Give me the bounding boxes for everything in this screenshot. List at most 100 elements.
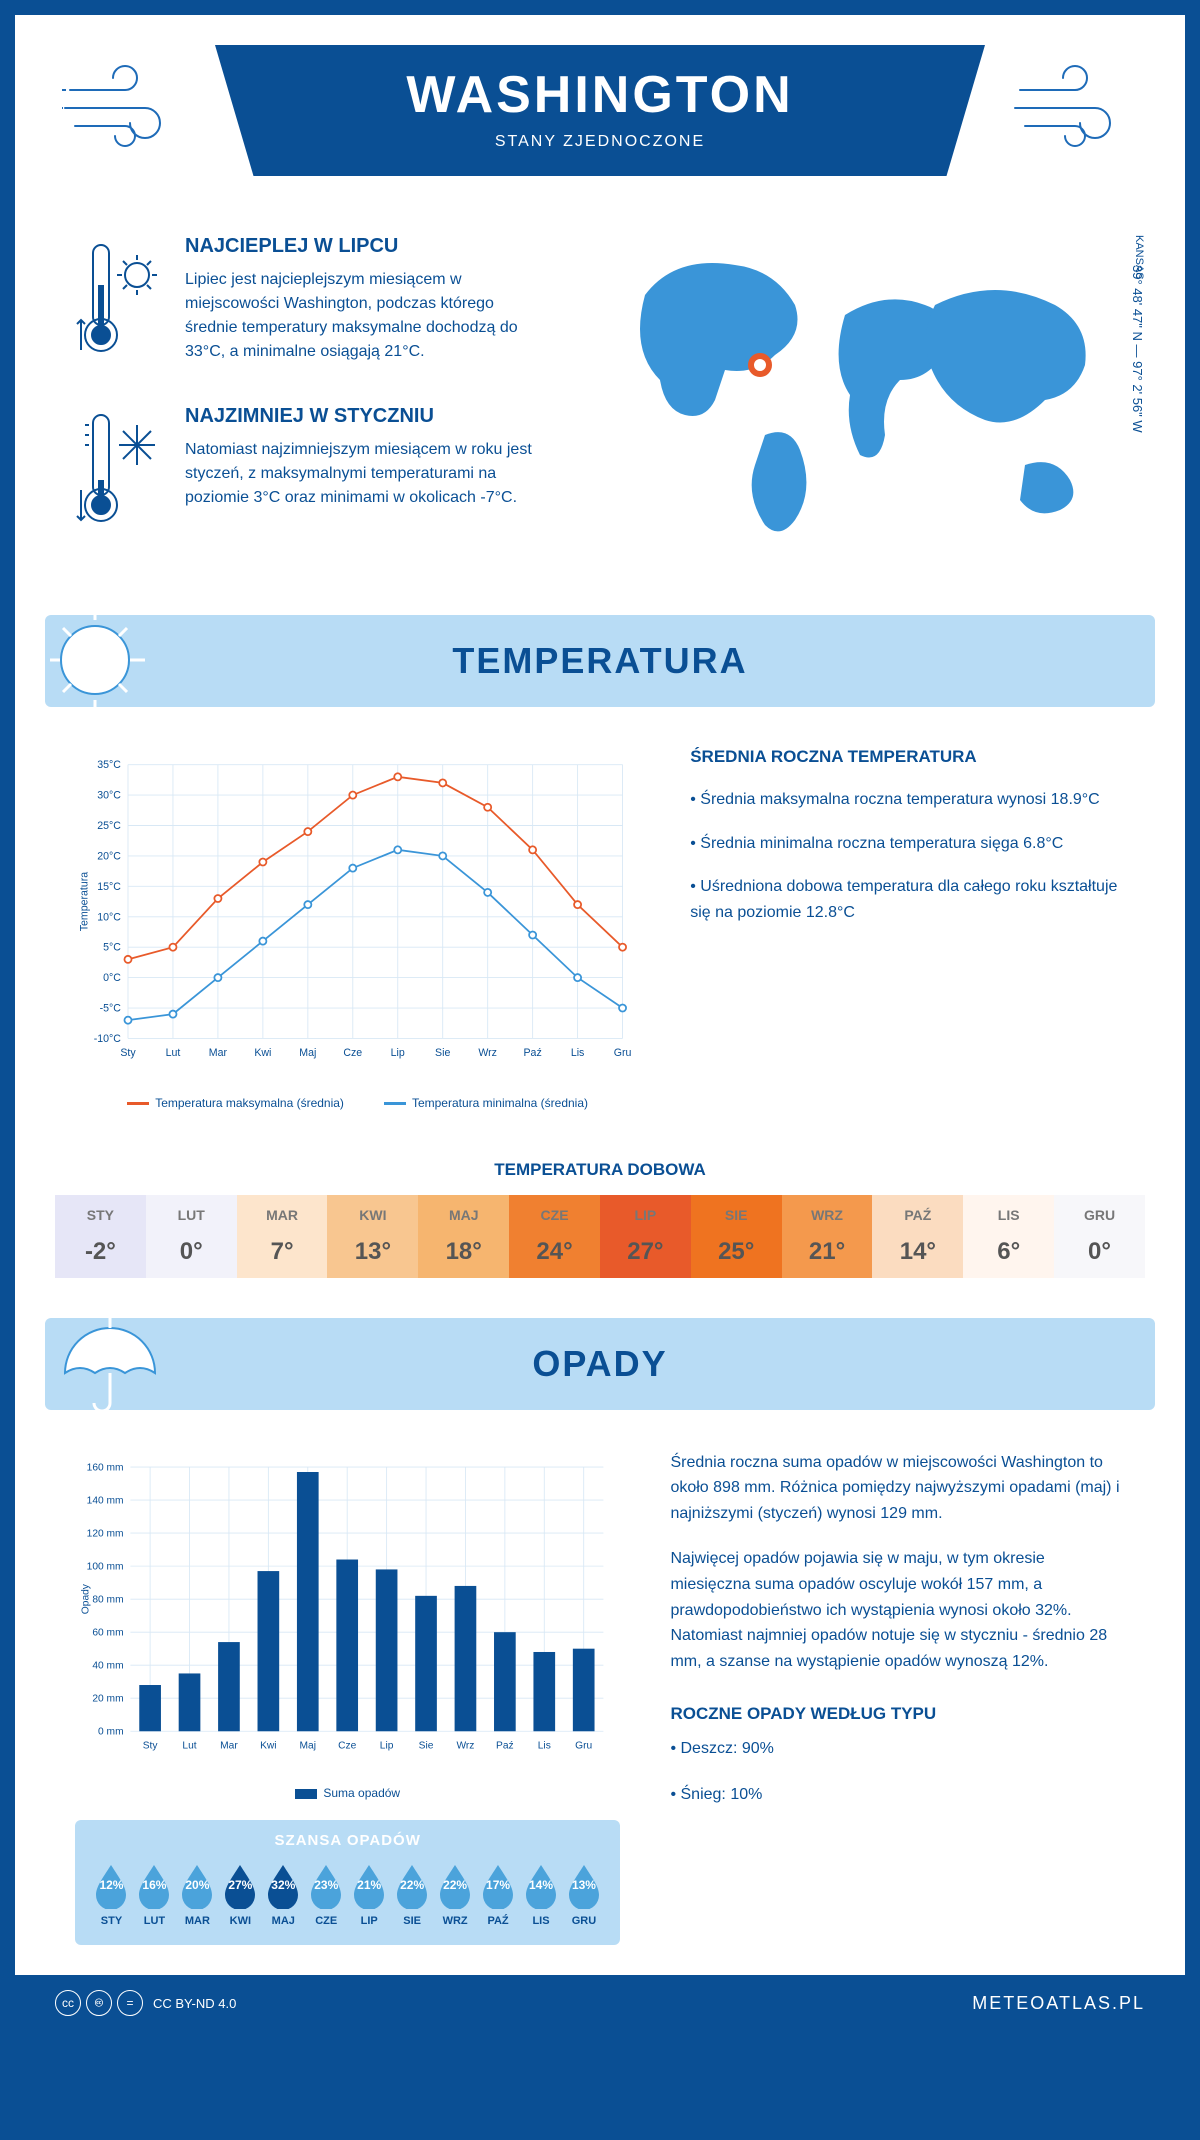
svg-text:Paź: Paź	[524, 1047, 542, 1059]
svg-text:Lis: Lis	[538, 1740, 551, 1751]
section-title: TEMPERATURA	[45, 640, 1155, 682]
month-label: LIP	[600, 1207, 691, 1223]
svg-text:Mar: Mar	[220, 1740, 238, 1751]
month-value: 0°	[146, 1238, 237, 1266]
chance-value: 32%	[271, 1878, 295, 1892]
chance-value: 22%	[443, 1878, 467, 1892]
footer: cc🅭= CC BY-ND 4.0 METEOATLAS.PL	[15, 1975, 1185, 2031]
chance-value: 21%	[357, 1878, 381, 1892]
svg-text:0°C: 0°C	[103, 972, 121, 984]
month-label: WRZ	[782, 1207, 873, 1223]
svg-text:Wrz: Wrz	[456, 1740, 474, 1751]
chance-drop: 27% KWI	[219, 1861, 262, 1927]
svg-text:20°C: 20°C	[97, 850, 121, 862]
chance-drop: 17%PAŹ	[477, 1861, 520, 1927]
thermometer-hot-icon	[75, 235, 165, 370]
chance-month: STY	[90, 1915, 133, 1927]
world-map-block: KANSAS 39° 48' 47" N — 97° 2' 56" W	[585, 235, 1125, 575]
precipitation-text: Średnia roczna suma opadów w miejscowośc…	[670, 1450, 1125, 1946]
temp-month-cell: LIP 27°	[600, 1195, 691, 1278]
stat-bullet: • Średnia maksymalna roczna temperatura …	[690, 787, 1125, 813]
month-value: 18°	[418, 1238, 509, 1266]
page-title: WASHINGTON	[255, 65, 945, 125]
temp-month-cell: LIS6°	[963, 1195, 1054, 1278]
chance-month: KWI	[219, 1915, 262, 1927]
chance-drop: 22%WRZ	[434, 1861, 477, 1927]
temp-month-cell: GRU0°	[1054, 1195, 1145, 1278]
month-label: LIS	[963, 1207, 1054, 1223]
chance-month: MAR	[176, 1915, 219, 1927]
svg-text:Mar: Mar	[209, 1047, 228, 1059]
intro-text: Natomiast najzimniejszym miesiącem w rok…	[185, 438, 545, 510]
chance-month: LUT	[133, 1915, 176, 1927]
temp-month-cell: SIE 25°	[691, 1195, 782, 1278]
intro-title: NAJZIMNIEJ W STYCZNIU	[185, 405, 545, 428]
svg-text:120 mm: 120 mm	[87, 1528, 124, 1539]
svg-text:Lut: Lut	[182, 1740, 196, 1751]
intro-section: NAJCIEPLEJ W LIPCU Lipiec jest najcieple…	[15, 215, 1185, 615]
chance-drop: 23%CZE	[305, 1861, 348, 1927]
month-label: CZE	[509, 1207, 600, 1223]
temperature-chart: -10°C-5°C0°C5°C10°C15°C20°C25°C30°C35°CS…	[75, 747, 640, 1110]
temp-month-cell: MAR7°	[237, 1195, 328, 1278]
chance-value: 22%	[400, 1878, 424, 1892]
month-label: SIE	[691, 1207, 782, 1223]
month-value: 27°	[600, 1238, 691, 1266]
svg-text:Kwi: Kwi	[254, 1047, 271, 1059]
svg-text:Lis: Lis	[571, 1047, 585, 1059]
title-banner: WASHINGTON STANY ZJEDNOCZONE	[215, 45, 985, 176]
svg-text:15°C: 15°C	[97, 881, 121, 893]
svg-text:40 mm: 40 mm	[92, 1660, 123, 1671]
chance-value: 14%	[529, 1878, 553, 1892]
chance-drop: 16% LUT	[133, 1861, 176, 1927]
month-label: LUT	[146, 1207, 237, 1223]
month-value: 7°	[237, 1238, 328, 1266]
svg-text:Sty: Sty	[120, 1047, 136, 1059]
intro-block: NAJZIMNIEJ W STYCZNIU Natomiast najzimni…	[75, 405, 545, 540]
month-value: 24°	[509, 1238, 600, 1266]
chance-month: SIE	[391, 1915, 434, 1927]
svg-text:Wrz: Wrz	[478, 1047, 497, 1059]
sun-icon	[45, 605, 165, 715]
precip-paragraph: Średnia roczna suma opadów w miejscowośc…	[670, 1450, 1125, 1527]
precipitation-section-header: OPADY	[45, 1318, 1155, 1410]
chance-title: SZANSA OPADÓW	[90, 1832, 605, 1849]
chance-drop: 20%MAR	[176, 1861, 219, 1927]
chance-drop: 32%MAJ	[262, 1861, 305, 1927]
daily-temp-title: TEMPERATURA DOBOWA	[15, 1160, 1185, 1180]
temp-month-cell: PAŹ14°	[872, 1195, 963, 1278]
month-label: STY	[55, 1207, 146, 1223]
temp-month-cell: MAJ18°	[418, 1195, 509, 1278]
svg-text:Paź: Paź	[496, 1740, 514, 1751]
intro-title: NAJCIEPLEJ W LIPCU	[185, 235, 545, 258]
month-value: 25°	[691, 1238, 782, 1266]
license-text: CC BY-ND 4.0	[153, 1996, 236, 2011]
stats-title: ŚREDNIA ROCZNA TEMPERATURA	[690, 747, 1125, 767]
svg-text:160 mm: 160 mm	[87, 1462, 124, 1473]
svg-text:Maj: Maj	[299, 1047, 316, 1059]
chance-month: PAŹ	[477, 1915, 520, 1927]
stat-bullet: • Średnia minimalna roczna temperatura s…	[690, 831, 1125, 857]
thermometer-cold-icon	[75, 405, 165, 540]
svg-text:Lip: Lip	[380, 1740, 394, 1751]
chance-of-precip: SZANSA OPADÓW 12%STY16%LUT20%MAR27%KWI32…	[75, 1820, 620, 1945]
chance-value: 12%	[99, 1878, 123, 1892]
chance-drop: 21%LIP	[348, 1861, 391, 1927]
svg-text:35°C: 35°C	[97, 759, 121, 771]
svg-text:80 mm: 80 mm	[92, 1594, 123, 1605]
month-value: 0°	[1054, 1238, 1145, 1266]
chance-value: 27%	[228, 1878, 252, 1892]
wind-icon	[60, 60, 190, 150]
chance-drop: 12% STY	[90, 1861, 133, 1927]
svg-text:5°C: 5°C	[103, 942, 121, 954]
daily-temp-table: STY-2°LUT0°MAR7°KWI13°MAJ18°CZE24°LIP27°…	[55, 1195, 1145, 1278]
svg-text:140 mm: 140 mm	[87, 1495, 124, 1506]
chance-month: GRU	[562, 1915, 605, 1927]
intro-text: Lipiec jest najcieplejszym miesiącem w m…	[185, 268, 545, 364]
chance-value: 23%	[314, 1878, 338, 1892]
svg-text:Gru: Gru	[575, 1740, 592, 1751]
by-type-title: ROCZNE OPADY WEDŁUG TYPU	[670, 1704, 1125, 1724]
chance-value: 16%	[142, 1878, 166, 1892]
svg-text:Sty: Sty	[143, 1740, 159, 1751]
svg-text:20 mm: 20 mm	[92, 1693, 123, 1704]
